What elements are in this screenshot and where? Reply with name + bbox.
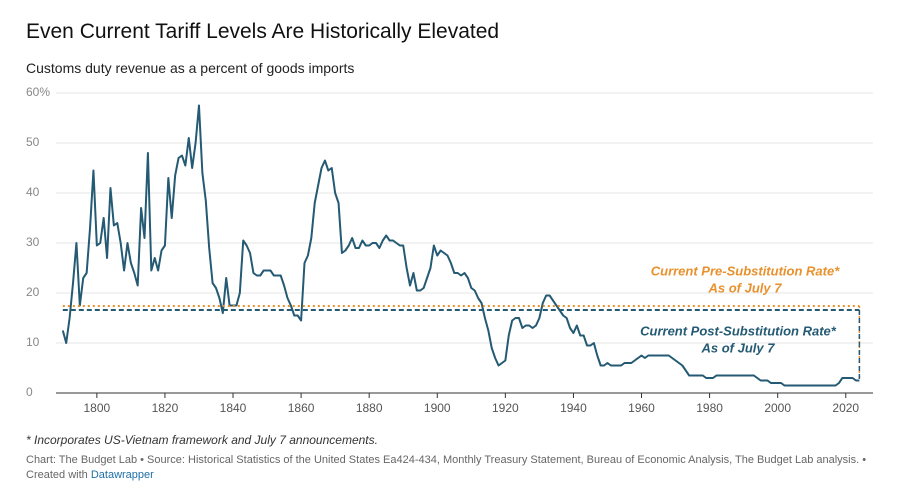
x-tick-label: 1860 <box>288 401 315 415</box>
x-tick-label: 2020 <box>832 401 859 415</box>
annotation: As of July 7 <box>708 280 783 295</box>
source-text: Chart: The Budget Lab • Source: Historic… <box>26 454 867 466</box>
x-tick-label: 1800 <box>83 401 110 415</box>
footnote: * Incorporates US-Vietnam framework and … <box>26 433 378 447</box>
x-tick-label: 1880 <box>356 401 383 415</box>
x-tick-label: 2000 <box>764 401 791 415</box>
x-tick-label: 1920 <box>492 401 519 415</box>
y-tick-label: 20 <box>26 285 40 299</box>
source: Chart: The Budget Lab • Source: Historic… <box>26 453 876 483</box>
x-tick-label: 1900 <box>424 401 451 415</box>
created-with: Created with <box>26 469 88 481</box>
chart-subtitle: Customs duty revenue as a percent of goo… <box>26 60 355 76</box>
chart-title: Even Current Tariff Levels Are Historica… <box>26 20 500 43</box>
y-tick-label: 50 <box>26 135 40 149</box>
x-tick-label: 1940 <box>560 401 587 415</box>
y-tick-label: 0 <box>26 385 33 399</box>
y-tick-label: 10 <box>26 335 40 349</box>
x-tick-label: 1820 <box>152 401 179 415</box>
annotation: As of July 7 <box>701 340 776 355</box>
y-tick-label: 30 <box>26 235 40 249</box>
data-line <box>61 104 860 387</box>
y-tick-label: 40 <box>26 185 40 199</box>
x-tick-label: 1840 <box>220 401 247 415</box>
y-tick-label: 60% <box>26 85 50 99</box>
x-tick-label: 1980 <box>696 401 723 415</box>
x-tick-label: 1960 <box>628 401 655 415</box>
datawrapper-link[interactable]: Datawrapper <box>90 469 154 481</box>
annotation: Current Pre-Substitution Rate* <box>651 263 840 278</box>
annotation: Current Post-Substitution Rate* <box>640 323 837 338</box>
